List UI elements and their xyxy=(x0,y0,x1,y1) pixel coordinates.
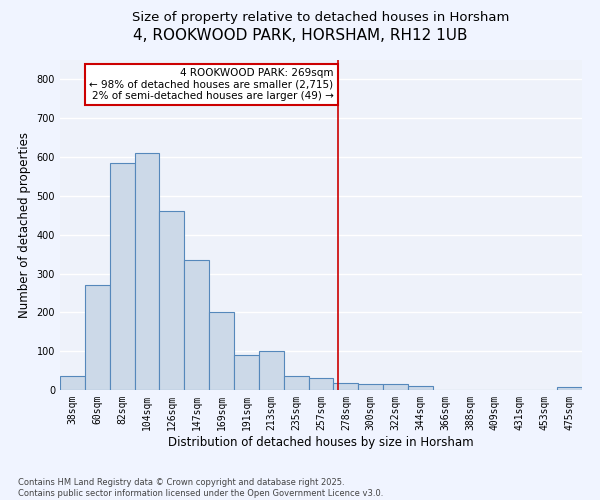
Title: Size of property relative to detached houses in Horsham: Size of property relative to detached ho… xyxy=(133,11,509,24)
X-axis label: Distribution of detached houses by size in Horsham: Distribution of detached houses by size … xyxy=(168,436,474,448)
Bar xyxy=(234,355,259,390)
Bar xyxy=(284,376,308,390)
Bar xyxy=(259,351,284,390)
Text: 4, ROOKWOOD PARK, HORSHAM, RH12 1UB: 4, ROOKWOOD PARK, HORSHAM, RH12 1UB xyxy=(133,28,467,42)
Bar xyxy=(408,386,433,390)
Bar xyxy=(160,212,184,390)
Bar xyxy=(134,153,160,390)
Bar xyxy=(209,312,234,390)
Bar xyxy=(110,163,134,390)
Y-axis label: Number of detached properties: Number of detached properties xyxy=(18,132,31,318)
Bar xyxy=(308,378,334,390)
Text: Contains HM Land Registry data © Crown copyright and database right 2025.
Contai: Contains HM Land Registry data © Crown c… xyxy=(18,478,383,498)
Bar xyxy=(358,384,383,390)
Bar xyxy=(184,260,209,390)
Bar xyxy=(557,387,582,390)
Bar xyxy=(60,376,85,390)
Bar xyxy=(383,384,408,390)
Bar xyxy=(334,383,358,390)
Bar xyxy=(85,285,110,390)
Text: 4 ROOKWOOD PARK: 269sqm
← 98% of detached houses are smaller (2,715)
2% of semi-: 4 ROOKWOOD PARK: 269sqm ← 98% of detache… xyxy=(89,68,334,101)
